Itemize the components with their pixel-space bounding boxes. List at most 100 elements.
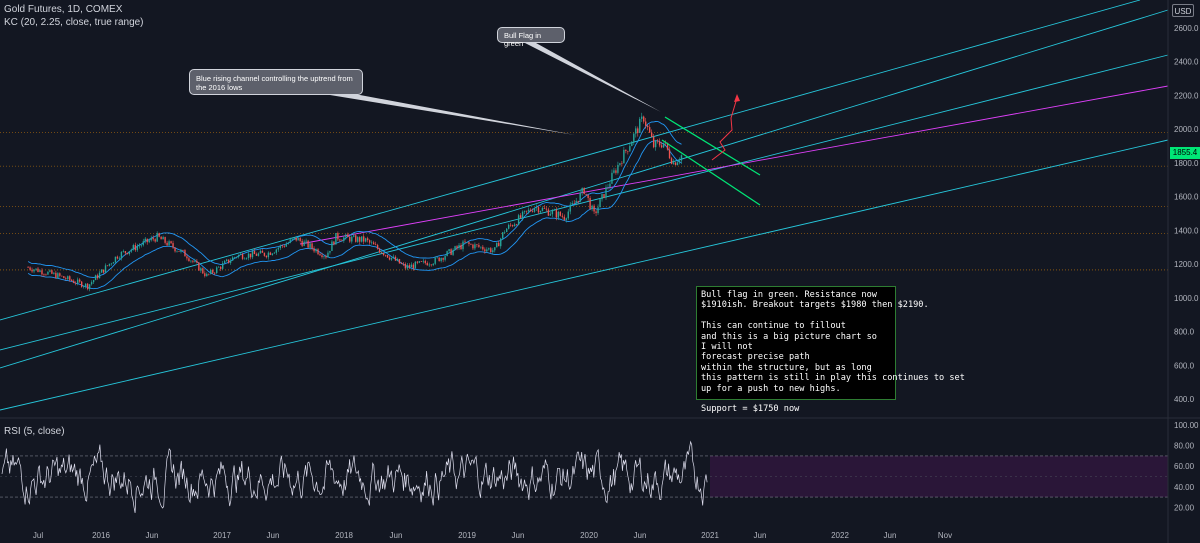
candle-body (43, 274, 45, 275)
candle-body (633, 133, 635, 142)
note-line: this pattern is still in play this conti… (701, 373, 965, 384)
y-tick-label: 1200.0 (1174, 260, 1199, 269)
candle-body (551, 210, 554, 215)
note-line: and this is a big picture chart so (701, 331, 877, 342)
candle-body (170, 241, 172, 244)
y-tick-label: 1800.0 (1174, 159, 1199, 168)
candle-body (513, 224, 516, 227)
candle-body (241, 254, 244, 259)
x-tick-label: 2022 (831, 531, 849, 540)
x-tick-label: Nov (938, 531, 952, 540)
candle-body (96, 275, 99, 279)
y-tick-label: 600.0 (1174, 361, 1195, 370)
candle-body (168, 241, 170, 246)
channel-line (0, 54, 1169, 351)
candle-body (239, 254, 242, 255)
candle-body (468, 242, 470, 245)
candle-body (223, 261, 226, 264)
candle-body (480, 246, 482, 248)
candle-body (51, 270, 53, 274)
candle-body (515, 224, 518, 226)
currency-badge[interactable]: USD (1172, 4, 1194, 17)
candle-body (567, 211, 569, 219)
candle-body (144, 238, 146, 242)
candle-body (394, 256, 397, 261)
candle-body (275, 249, 278, 253)
candle-body (206, 273, 208, 277)
candle-body (619, 163, 621, 165)
candle-body (521, 211, 524, 218)
candle-body (436, 257, 438, 259)
candle-body (216, 267, 218, 273)
candle-body (595, 211, 597, 214)
candle-body (221, 263, 224, 269)
candle-body (418, 261, 421, 263)
channel-line (0, 139, 1169, 411)
candle-body (77, 279, 79, 284)
candle-body (31, 269, 33, 272)
candle-body (273, 252, 276, 254)
candle-body (261, 250, 264, 253)
candle-body (593, 205, 595, 212)
candle-body (277, 248, 280, 250)
x-tick-label: Jun (512, 531, 525, 540)
candle-body (615, 170, 617, 173)
callout-pointers (330, 43, 661, 135)
candle-body (458, 245, 460, 249)
candle-body (410, 264, 413, 268)
candle-body (370, 242, 373, 244)
candle-body (323, 256, 325, 258)
candle-body (65, 278, 67, 280)
candle-body (412, 264, 415, 269)
candle-body (639, 118, 641, 134)
candle-body (71, 279, 73, 281)
candle-body (583, 188, 585, 194)
callout-channel[interactable]: Blue rising channel controlling the uptr… (189, 69, 363, 95)
candle-body (470, 244, 472, 245)
candle-body (281, 245, 283, 247)
rsi-line (1, 440, 708, 513)
candle-body (227, 259, 230, 263)
candle-body (265, 255, 268, 258)
candle-body (355, 235, 357, 242)
candle-body (311, 243, 313, 249)
candle-body (629, 146, 631, 152)
candle-body (547, 209, 550, 216)
candle-body (106, 265, 109, 267)
candle-body (317, 249, 319, 255)
candle-body (374, 244, 377, 245)
candle-body (313, 248, 315, 252)
candle-body (75, 282, 77, 284)
candle-body (319, 254, 321, 256)
candle-body (124, 251, 127, 253)
candle-body (194, 260, 196, 262)
candle-body (587, 194, 589, 199)
candle-body (166, 242, 168, 246)
candle-body (114, 256, 117, 263)
rsi-y-tick-label: 100.00 (1174, 421, 1199, 430)
candle-body (186, 256, 188, 259)
candle-body (94, 275, 97, 281)
candle-body (267, 252, 270, 258)
candle-body (196, 260, 198, 263)
callout-bull-flag[interactable]: Bull Flag in green (497, 27, 565, 48)
candle-body (658, 141, 661, 146)
candle-body (204, 273, 206, 277)
candle-body (245, 258, 248, 259)
candle-body (208, 273, 210, 275)
candle-body (372, 242, 375, 245)
candle-body (249, 253, 252, 258)
candle-body (86, 283, 89, 290)
candle-body (84, 283, 87, 287)
keltner-lower (27, 140, 682, 290)
candle-body (303, 241, 305, 246)
candle-body (251, 250, 254, 258)
candle-body (237, 254, 240, 257)
analysis-note[interactable]: Bull flag in green. Resistance now $1910i… (696, 286, 965, 414)
candle-body (672, 162, 675, 164)
rsi-y-tick-label: 20.00 (1174, 503, 1195, 512)
candle-body (309, 243, 311, 248)
candle-body (140, 245, 142, 246)
x-axis: Jul 2016 Jun 2017 Jun 2018 Jun 2019 Jun 2020 Jun 20… (33, 531, 952, 540)
